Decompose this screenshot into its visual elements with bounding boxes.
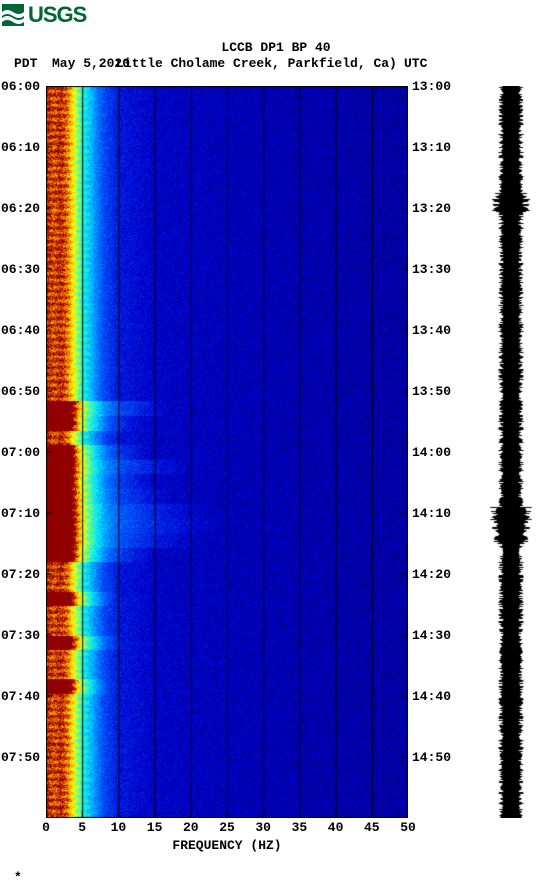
y-left-tick: 06:30 bbox=[1, 262, 40, 277]
y-right-tick: 14:00 bbox=[412, 445, 451, 460]
y-left-tick: 07:50 bbox=[1, 750, 40, 765]
y-right-tick: 13:40 bbox=[412, 323, 451, 338]
waveform-canvas bbox=[490, 86, 532, 818]
x-tick: 35 bbox=[292, 820, 308, 835]
y-left-tick: 07:30 bbox=[1, 628, 40, 643]
x-tick: 10 bbox=[111, 820, 127, 835]
x-tick: 45 bbox=[364, 820, 380, 835]
y-left-tick: 06:00 bbox=[1, 79, 40, 94]
y-left-tick: 07:40 bbox=[1, 689, 40, 704]
y-left-tick: 07:20 bbox=[1, 567, 40, 582]
usgs-logo-text: USGS bbox=[28, 2, 86, 28]
y-left-tick: 06:10 bbox=[1, 140, 40, 155]
y-left-tick: 07:10 bbox=[1, 506, 40, 521]
y-right-tick: 14:30 bbox=[412, 628, 451, 643]
y-right-tick: 13:00 bbox=[412, 79, 451, 94]
y-right-tick: 13:20 bbox=[412, 201, 451, 216]
location-label: Little Cholame Creek, Parkfield, Ca) bbox=[116, 56, 397, 71]
usgs-logo: USGS bbox=[2, 2, 86, 28]
x-tick: 40 bbox=[328, 820, 344, 835]
right-timezone-label: UTC bbox=[404, 56, 427, 71]
y-left-tick: 07:00 bbox=[1, 445, 40, 460]
y-right-tick: 13:50 bbox=[412, 384, 451, 399]
y-right-tick: 14:20 bbox=[412, 567, 451, 582]
x-tick: 50 bbox=[400, 820, 416, 835]
y-right-tick: 14:50 bbox=[412, 750, 451, 765]
spectrogram-chart bbox=[46, 86, 408, 818]
x-tick: 5 bbox=[78, 820, 86, 835]
y-right-tick: 14:40 bbox=[412, 689, 451, 704]
x-tick: 20 bbox=[183, 820, 199, 835]
y-left-tick: 06:40 bbox=[1, 323, 40, 338]
left-timezone-label: PDT bbox=[14, 56, 37, 71]
x-axis-label: FREQUENCY (HZ) bbox=[46, 838, 408, 853]
wave-icon bbox=[2, 4, 24, 26]
x-tick: 15 bbox=[147, 820, 163, 835]
y-right-tick: 14:10 bbox=[412, 506, 451, 521]
y-left-tick: 06:50 bbox=[1, 384, 40, 399]
spectrogram-canvas bbox=[46, 86, 408, 818]
chart-title: LCCB DP1 BP 40 bbox=[0, 40, 552, 55]
y-right-tick: 13:30 bbox=[412, 262, 451, 277]
y-left-tick: 06:20 bbox=[1, 201, 40, 216]
x-tick: 25 bbox=[219, 820, 235, 835]
footer-mark: * bbox=[14, 870, 22, 885]
waveform-sidebar bbox=[490, 86, 532, 818]
x-tick: 0 bbox=[42, 820, 50, 835]
y-right-tick: 13:10 bbox=[412, 140, 451, 155]
x-tick: 30 bbox=[255, 820, 271, 835]
